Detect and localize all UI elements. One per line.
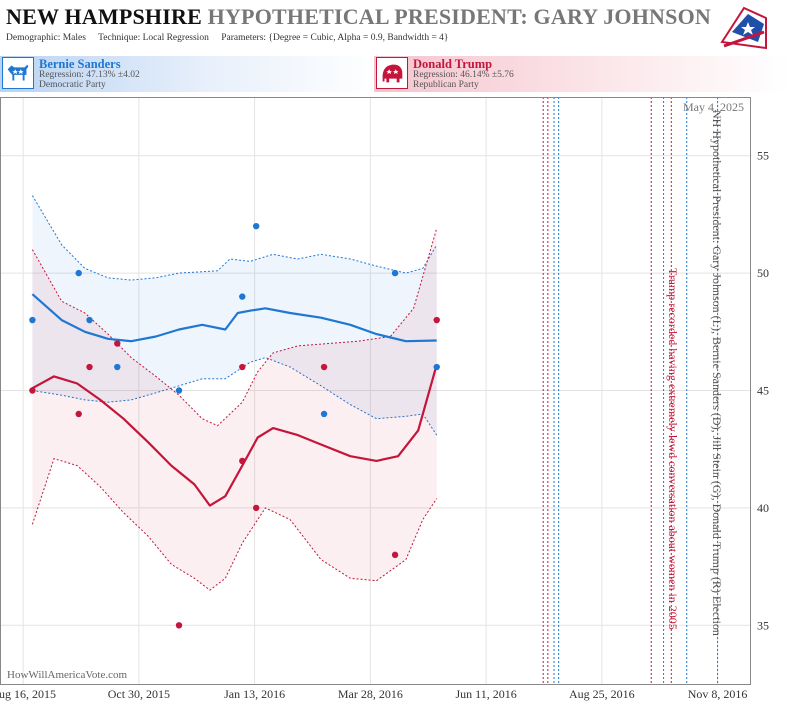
candidate-name: Donald Trump [413,57,493,71]
donald-trump-poll-point [239,363,246,371]
grid-lines [0,97,750,684]
candidate-party: Democratic Party [39,80,106,90]
candidate-name: Bernie Sanders [39,57,121,71]
x-tick-label: Aug 16, 2015 [0,687,56,701]
donald-trump-lower-bound [31,457,438,591]
y-tick-label: 35 [757,618,769,632]
side-title: NH Hypothetical President: Gary Johnson … [710,110,724,636]
bernie-sanders-confidence-band [32,195,437,436]
bernie-sanders-poll-point [391,269,399,277]
bernie-sanders-poll-point [320,410,328,418]
chart-title: NEW HAMPSHIRE HYPOTHETICAL PRESIDENT: GA… [6,4,711,30]
donald-trump-regression-line [31,364,438,507]
donald-trump-poll-point [320,363,328,371]
donald-trump-poll-point [114,340,121,347]
donald-trump-confidence-band [32,228,437,591]
y-tick-label: 40 [757,501,769,515]
event-lines [542,97,719,684]
candidate-regression: Regression: 46.14% ±5.76 [413,70,514,80]
donald-trump-poll-point [175,622,183,629]
donald-trump-poll-point [433,316,440,324]
poll-points [29,222,440,629]
bernie-sanders-poll-point [433,363,440,371]
donald-trump-poll-point [29,387,36,394]
candidate-party: Republican Party [413,80,479,90]
legend-donald-trump: Donald Trump Regression: 46.14% ±5.76 Re… [374,56,789,92]
bernie-sanders-poll-point [29,316,36,324]
chart-date: May 4, 2025 [683,100,744,114]
demographic-label: Demographic: Males [6,33,86,43]
bernie-sanders-upper-bound [31,195,438,281]
watermark: HowWillAmericaVote.com [7,669,127,681]
x-tick-label: Jan 13, 2016 [224,687,285,701]
bernie-sanders-poll-point [175,387,183,394]
plot-frame [0,97,751,685]
x-tick-label: Jun 11, 2016 [455,687,516,701]
bernie-sanders-poll-point [75,269,82,277]
y-tick-label: 55 [757,149,769,163]
bernie-sanders-poll-point [86,316,93,324]
donald-trump-poll-point [86,363,93,371]
donald-trump-poll-point [75,410,82,418]
parameters-label: Parameters: {Degree = Cubic, Alpha = 0.9… [221,33,449,43]
bernie-sanders-regression-line [31,293,437,343]
republican-elephant-icon [376,57,408,89]
y-axis: 35 40 45 50 55 [757,149,769,633]
x-tick-label: Oct 30, 2015 [108,687,170,701]
bernie-sanders-poll-point [114,363,121,371]
regression-lines [31,293,438,507]
donald-trump-upper-bound [31,228,438,427]
event-annotation: Trump recorded having extremely lewd con… [666,268,680,630]
x-tick-label: Mar 28, 2016 [338,687,403,701]
legend-bernie-sanders: Bernie Sanders Regression: 47.13% ±4.02 … [0,56,380,92]
chart-header: NEW HAMPSHIRE HYPOTHETICAL PRESIDENT: GA… [0,0,789,52]
title-state: NEW HAMPSHIRE [6,4,202,29]
technique-label: Technique: Local Regression [98,33,209,43]
x-tick-label: Aug 25, 2016 [569,687,635,701]
bernie-sanders-poll-point [252,222,260,230]
donald-trump-poll-point [239,457,246,465]
democrat-donkey-icon [2,57,34,89]
chart-parameters: Demographic: Males Technique: Local Regr… [6,33,459,43]
title-race: HYPOTHETICAL PRESIDENT: GARY JOHNSON [207,4,711,29]
flag-logo-icon [720,6,767,50]
donald-trump-poll-point [252,504,260,512]
y-tick-label: 45 [757,384,769,398]
x-axis: Aug 16, 2015 Oct 30, 2015 Jan 13, 2016 Mar … [0,687,747,701]
candidate-regression: Regression: 47.13% ±4.02 [39,70,140,80]
bernie-sanders-poll-point [239,293,246,300]
confidence-bands [31,195,438,591]
y-tick-label: 50 [757,266,769,280]
donald-trump-poll-point [391,551,399,559]
x-tick-label: Nov 8, 2016 [688,687,748,701]
